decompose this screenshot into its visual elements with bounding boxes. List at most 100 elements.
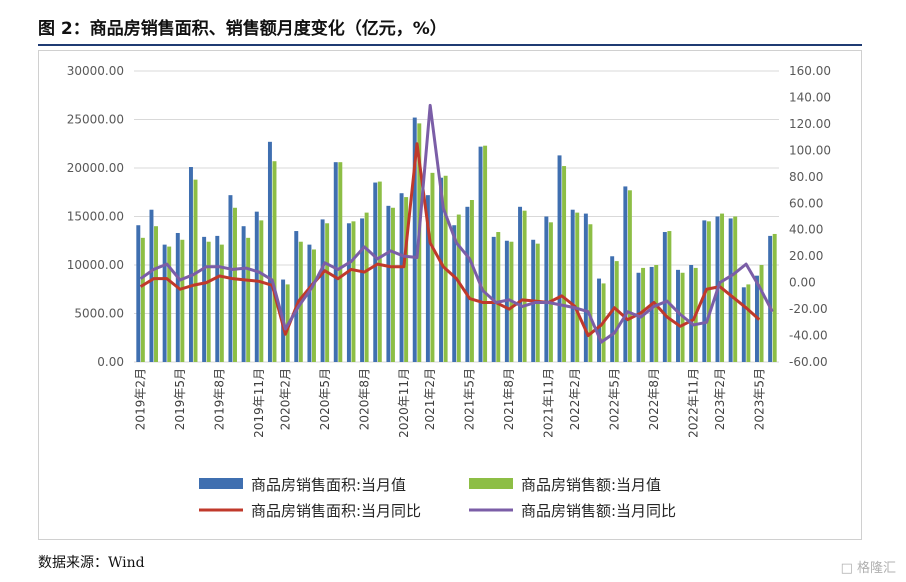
y-right-tick-label: -40.00 — [789, 329, 828, 343]
bar-area — [254, 211, 259, 362]
bar-amount — [219, 244, 224, 362]
y-right-tick-label: 60.00 — [789, 196, 823, 210]
bar-area — [425, 195, 430, 362]
bar-amount — [733, 216, 738, 362]
x-tick-label: 2019年5月 — [173, 368, 187, 430]
legend-swatch — [199, 478, 243, 489]
y-right-tick-label: 0.00 — [789, 276, 816, 290]
bar-area — [557, 155, 562, 362]
bar-area — [373, 182, 378, 362]
legend-label: 商品房销售额:当月同比 — [521, 502, 676, 520]
line-amount-yoy — [139, 103, 774, 344]
bar-amount — [140, 237, 145, 362]
source-note: 数据来源：Wind — [38, 555, 145, 571]
chart-svg: 0.00 5000.00 10000.00 15000.00 20000.00 25000… — [67, 64, 831, 520]
y-left-tick-label: 20000.00 — [67, 161, 124, 175]
y-right-tick-label: 20.00 — [789, 249, 823, 263]
bar-amount — [390, 207, 395, 362]
bar-area — [649, 266, 654, 362]
x-tick-label: 2020年8月 — [357, 368, 371, 430]
bar-area — [676, 269, 680, 362]
x-tick-label: 2023年5月 — [752, 368, 766, 430]
bar-amount — [588, 224, 593, 362]
bar-amount — [154, 226, 158, 362]
y-right-tick-label: 40.00 — [789, 223, 823, 237]
bar-amount — [759, 265, 764, 362]
bar-amount — [351, 221, 356, 362]
bar-amount — [404, 197, 409, 362]
bar-amount — [338, 162, 343, 362]
bar-area — [412, 117, 417, 362]
y-right-tick-label: 80.00 — [789, 170, 823, 184]
legend-label: 商品房销售额:当月值 — [521, 476, 661, 494]
y-left-tick-label: 30000.00 — [67, 64, 124, 78]
x-tick-label: 2022年5月 — [607, 368, 621, 430]
bar-area — [188, 167, 193, 362]
bar-amount — [575, 212, 580, 362]
bar-area — [360, 218, 365, 362]
bar-area — [439, 177, 444, 362]
bar-area — [597, 278, 601, 362]
legend-label: 商品房销售面积:当月值 — [251, 476, 406, 494]
bar-area — [689, 265, 694, 362]
bar-amount — [483, 145, 488, 362]
x-tick-label: 2019年8月 — [213, 368, 227, 430]
bar-area — [570, 209, 575, 362]
chart-container: 0.00 5000.00 10000.00 15000.00 20000.00 25000… — [38, 50, 862, 540]
watermark-logo: □ 格隆汇 — [840, 561, 896, 576]
bar-area — [215, 235, 220, 362]
bar-amount — [496, 232, 501, 362]
legend-label: 商品房销售面积:当月同比 — [251, 502, 421, 520]
bar-area — [320, 219, 325, 362]
bar-amount — [667, 231, 672, 362]
y-left-tick-label: 0.00 — [97, 355, 124, 369]
y-left-tick-label: 15000.00 — [67, 210, 124, 224]
y-right-tick-label: 160.00 — [789, 64, 831, 78]
bar-area — [741, 287, 746, 362]
y-right-tick-label: 120.00 — [789, 117, 831, 131]
y-right-tick-label: -60.00 — [789, 355, 828, 369]
bar-amount — [706, 221, 711, 362]
bar-amount — [746, 284, 751, 362]
bar-area — [478, 146, 483, 362]
x-tick-label: 2019年2月 — [134, 368, 148, 430]
y-left-tick-label: 5000.00 — [74, 307, 124, 321]
bar-amount — [364, 212, 369, 362]
x-tick-label: 2022年2月 — [568, 368, 582, 430]
x-tick-label: 2021年11月 — [542, 368, 556, 438]
bar-area — [623, 186, 628, 362]
page-title: 图 2：商品房销售面积、销售额月度变化（亿元，%） — [38, 19, 447, 39]
x-tick-label: 2021年8月 — [502, 368, 516, 430]
bar-area — [136, 225, 141, 362]
legend-swatch — [469, 478, 513, 489]
bar-amount — [259, 220, 264, 362]
bar-area — [518, 206, 523, 362]
bar-area — [583, 213, 588, 362]
x-tick-label: 2022年8月 — [647, 368, 661, 430]
bar-area — [346, 223, 351, 362]
bar-area — [333, 162, 338, 362]
bar-amount — [312, 249, 316, 362]
x-tick-label: 2020年11月 — [397, 368, 411, 438]
x-tick-label: 2023年2月 — [713, 368, 727, 430]
bar-area — [728, 218, 733, 362]
bar-area — [241, 226, 246, 362]
bar-area — [267, 141, 272, 362]
bar-area — [452, 225, 457, 362]
bar-area — [768, 235, 773, 362]
bar-amount — [548, 222, 553, 362]
bar-amount — [522, 210, 527, 362]
bar-amount — [627, 190, 632, 362]
y-left-tick-label: 10000.00 — [67, 258, 124, 272]
title-rule — [38, 44, 862, 46]
y-right-tick-label: 140.00 — [789, 90, 831, 104]
x-tick-label: 2021年5月 — [463, 368, 477, 430]
bar-area — [544, 216, 549, 362]
x-tick-label: 2020年5月 — [318, 368, 332, 430]
bar-area — [149, 209, 154, 362]
bar-amount — [325, 223, 330, 362]
bar-amount — [377, 181, 382, 362]
bar-amount — [430, 172, 435, 362]
y-left-tick-label: 25000.00 — [67, 113, 124, 127]
bar-area — [307, 244, 312, 362]
